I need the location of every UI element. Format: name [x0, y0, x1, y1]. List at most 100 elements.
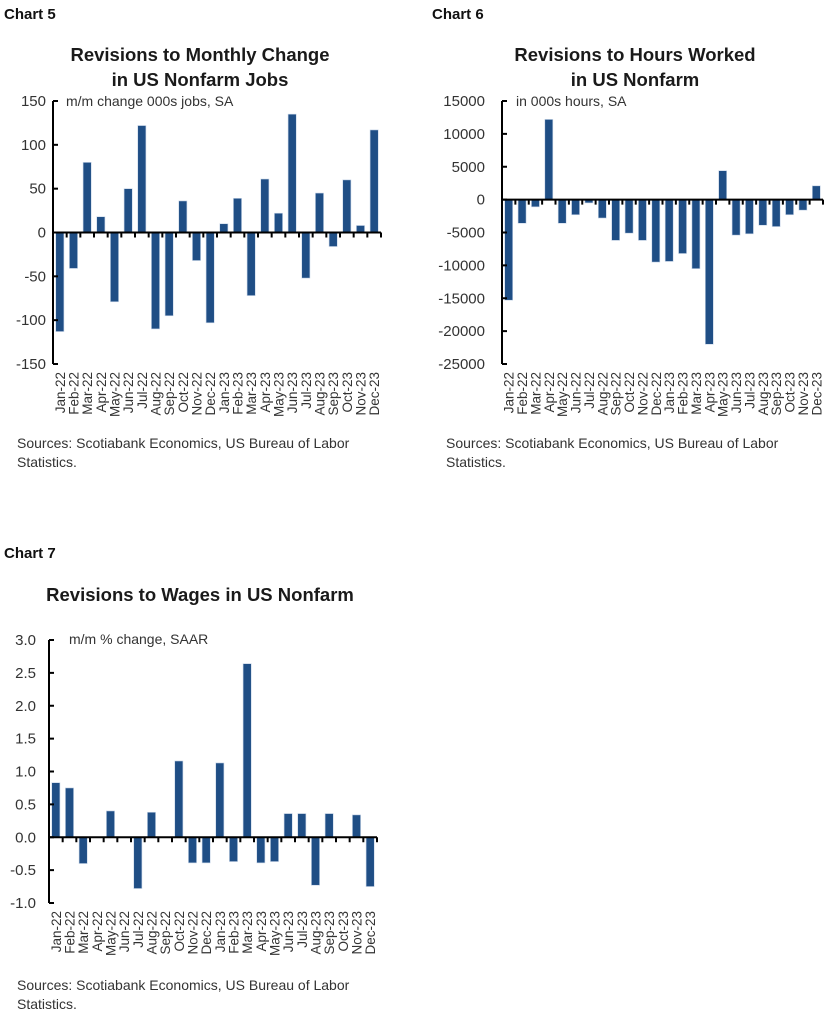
svg-text:Oct-23: Oct-23	[783, 372, 798, 413]
svg-text:Oct-22: Oct-22	[172, 911, 187, 952]
svg-text:Jan-22: Jan-22	[53, 372, 68, 413]
chart-5-plot: 150 100 50 0 -50 -100 -150 Jan-22 Feb-22 Mar-22 Ap…	[0, 0, 414, 440]
chart-7-source: Sources: Scotiabank Economics, US Bureau…	[17, 977, 350, 1012]
svg-text:Mar-22: Mar-22	[528, 372, 543, 415]
svg-text:Jun-22: Jun-22	[117, 911, 132, 952]
bar-May-22	[106, 810, 115, 838]
svg-text:0: 0	[477, 192, 485, 209]
svg-text:Apr-23: Apr-23	[254, 911, 269, 952]
svg-text:Jun-23: Jun-23	[285, 372, 300, 413]
chart-6-source: Sources: Scotiabank Economics, US Bureau…	[446, 435, 779, 470]
svg-text:Mar-22: Mar-22	[76, 911, 91, 954]
chart-6-label: Chart 6	[432, 6, 484, 23]
svg-text:0: 0	[38, 225, 46, 242]
svg-text:-10000: -10000	[438, 257, 485, 274]
svg-text:Jan-22: Jan-22	[49, 911, 64, 952]
chart-6-unit-label: in 000s hours, SA	[516, 93, 627, 109]
svg-text:Nov-23: Nov-23	[350, 911, 365, 955]
svg-text:Sep-23: Sep-23	[769, 372, 784, 416]
svg-text:Feb-23: Feb-23	[227, 911, 242, 954]
svg-text:Dec-23: Dec-23	[367, 372, 382, 416]
svg-text:Apr-22: Apr-22	[542, 372, 557, 413]
svg-text:May-22: May-22	[104, 911, 119, 956]
svg-text:Oct-23: Oct-23	[340, 372, 355, 413]
svg-text:1.5: 1.5	[15, 731, 36, 748]
chart-7-unit-label: m/m % change, SAAR	[69, 631, 209, 647]
svg-text:Jun-22: Jun-22	[569, 372, 584, 413]
svg-text:Aug-23: Aug-23	[756, 372, 771, 416]
chart-6-title-line2: in US Nonfarm	[570, 69, 700, 90]
bar-Mar-23	[242, 663, 252, 838]
svg-text:Dec-22: Dec-22	[199, 911, 214, 955]
bar-Jun-23	[283, 813, 293, 838]
svg-text:1.0: 1.0	[15, 764, 36, 781]
svg-text:Nov-22: Nov-22	[635, 372, 650, 416]
svg-text:Feb-23: Feb-23	[231, 372, 246, 415]
svg-text:Dec-22: Dec-22	[649, 372, 664, 416]
chart-6-plot: 15000 10000 5000 0 -5000 -10000 -15000 -20000 -2…	[0, 0, 828, 440]
svg-text:-20000: -20000	[438, 323, 485, 340]
svg-text:Nov-22: Nov-22	[186, 911, 201, 955]
svg-text:Aug-22: Aug-22	[595, 372, 610, 416]
bar-Aug-22	[147, 811, 156, 838]
bar-Jul-23	[297, 813, 307, 838]
chart-7-title-line1: Revisions to Wages in US Nonfarm	[46, 584, 354, 605]
svg-text:Nov-23: Nov-23	[354, 372, 369, 416]
svg-text:150: 150	[21, 93, 46, 110]
svg-text:Feb-22: Feb-22	[67, 372, 82, 415]
svg-text:Mar-22: Mar-22	[80, 372, 95, 415]
svg-text:10000: 10000	[443, 126, 485, 143]
chart-7-title: Revisions to Wages in US Nonfarm	[20, 582, 380, 607]
bar-Jan-22	[51, 782, 61, 838]
svg-text:Apr-23: Apr-23	[258, 372, 273, 413]
chart-5-label: Chart 5	[4, 6, 56, 23]
svg-text:Jul-22: Jul-22	[582, 372, 597, 409]
svg-text:Jul-22: Jul-22	[135, 372, 150, 409]
bar-Nov-22	[188, 836, 197, 864]
svg-text:Sep-22: Sep-22	[162, 372, 177, 416]
svg-text:Oct-22: Oct-22	[622, 372, 637, 413]
svg-text:Jul-23: Jul-23	[295, 911, 310, 948]
svg-text:-25000: -25000	[438, 356, 485, 373]
svg-text:Jul-23: Jul-23	[299, 372, 314, 409]
svg-text:Mar-23: Mar-23	[689, 372, 704, 415]
svg-text:Jan-23: Jan-23	[217, 372, 232, 413]
svg-text:Jan-23: Jan-23	[662, 372, 677, 413]
svg-text:May-22: May-22	[108, 372, 123, 417]
svg-text:-50: -50	[24, 268, 46, 285]
bar-Feb-23	[229, 836, 238, 862]
svg-text:-15000: -15000	[438, 290, 485, 307]
bar-Nov-23	[352, 814, 361, 838]
bar-Apr-23	[256, 836, 266, 864]
svg-text:Apr-22: Apr-22	[94, 372, 109, 413]
svg-text:2.0: 2.0	[15, 698, 36, 715]
bar-Dec-23	[365, 836, 375, 887]
svg-text:May-23: May-23	[272, 372, 287, 417]
chart-5-title: Revisions to Monthly Change in US Nonfar…	[40, 42, 360, 92]
svg-text:100: 100	[21, 137, 46, 154]
svg-text:Apr-23: Apr-23	[702, 372, 717, 413]
svg-text:3.0: 3.0	[15, 632, 36, 649]
svg-text:Jul-22: Jul-22	[131, 911, 146, 948]
chart-5-source: Sources: Scotiabank Economics, US Bureau…	[17, 435, 350, 470]
chart-5-title-line2: in US Nonfarm Jobs	[111, 69, 289, 90]
chart-5-title-line1: Revisions to Monthly Change	[70, 44, 330, 65]
svg-text:Dec-22: Dec-22	[203, 372, 218, 416]
svg-text:Mar-23: Mar-23	[244, 372, 259, 415]
svg-text:Dec-23: Dec-23	[363, 911, 378, 955]
svg-text:Feb-22: Feb-22	[515, 372, 530, 415]
svg-text:Aug-23: Aug-23	[313, 372, 328, 416]
svg-text:-1.0: -1.0	[10, 895, 36, 912]
svg-text:Apr-22: Apr-22	[90, 911, 105, 952]
svg-text:Sep-22: Sep-22	[609, 372, 624, 416]
svg-text:-100: -100	[16, 312, 46, 329]
svg-text:Sep-23: Sep-23	[326, 372, 341, 416]
svg-text:-0.5: -0.5	[10, 862, 36, 879]
svg-text:Jun-23: Jun-23	[281, 911, 296, 952]
svg-text:-150: -150	[16, 356, 46, 373]
svg-text:May-23: May-23	[716, 372, 731, 417]
bar-Dec-22	[201, 836, 211, 864]
chart-7-plot: 3.0 2.5 2.0 1.5 1.0 0.5 0.0 -0.5 -1.0 Jan-22 Feb-2…	[0, 0, 414, 1000]
